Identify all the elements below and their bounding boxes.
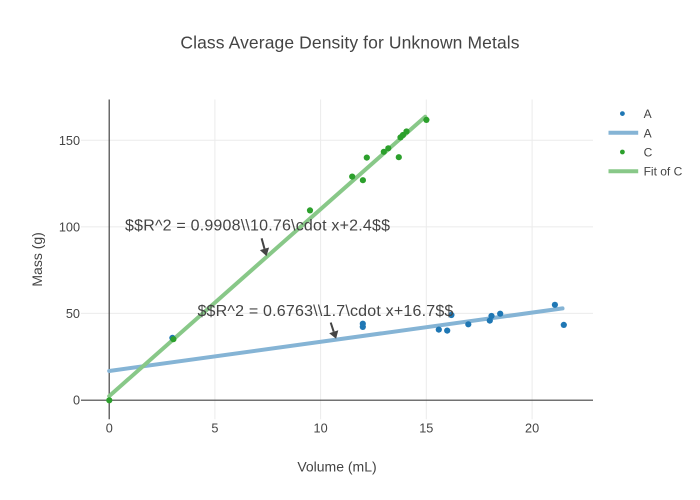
svg-text:10: 10 bbox=[314, 422, 328, 436]
svg-text:Class Average Density for Unkn: Class Average Density for Unknown Metals bbox=[180, 33, 519, 53]
svg-text:15: 15 bbox=[419, 422, 433, 436]
svg-text:$$R^2 = 0.6763\\1.7\cdot x+16.: $$R^2 = 0.6763\\1.7\cdot x+16.7$$ bbox=[197, 303, 453, 320]
svg-text:100: 100 bbox=[59, 220, 80, 234]
svg-text:50: 50 bbox=[66, 307, 80, 321]
svg-text:0: 0 bbox=[106, 422, 113, 436]
svg-text:Volume (mL): Volume (mL) bbox=[297, 459, 376, 475]
svg-text:A: A bbox=[644, 126, 652, 140]
svg-text:$$R^2 = 0.9908\\10.76\cdot x+2: $$R^2 = 0.9908\\10.76\cdot x+2.4$$ bbox=[125, 218, 390, 235]
svg-text:A: A bbox=[644, 107, 652, 121]
svg-text:20: 20 bbox=[525, 422, 539, 436]
svg-text:C: C bbox=[644, 146, 653, 160]
svg-text:Fit of C: Fit of C bbox=[644, 165, 683, 179]
svg-text:150: 150 bbox=[59, 134, 80, 148]
svg-text:0: 0 bbox=[73, 394, 80, 408]
svg-text:5: 5 bbox=[211, 422, 218, 436]
svg-text:Mass (g): Mass (g) bbox=[29, 232, 45, 286]
